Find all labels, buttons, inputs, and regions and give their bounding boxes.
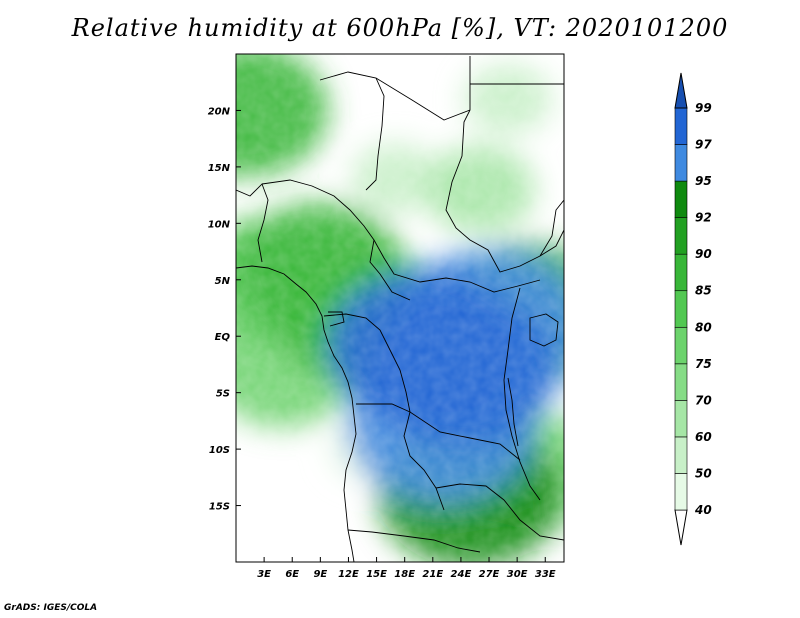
coastline-west [236,265,357,562]
border-niger-chad [365,77,385,191]
x-tick-label: 15E [366,569,387,580]
x-tick-label: 3E [257,569,271,580]
x-tick-label: 9E [313,569,327,580]
colorbar-swatch [674,253,688,292]
y-tick-label: EQ [215,332,231,343]
colorbar-swatch [674,473,688,511]
border-zambia-south [435,483,564,541]
colorbar-label: 99 [695,101,712,115]
colorbar-above-triangle [674,72,688,109]
x-axis: 3E 6E 9E 12E 15E 18E 21E 24E 27E 30E 33E [257,557,556,580]
plot-frame [235,53,565,563]
colorbar-label: 97 [695,138,712,152]
colorbar-swatch [674,363,688,401]
border-westafrica [236,183,269,263]
map-title: Relative humidity at 600hPa [%], VT: 202… [71,14,729,42]
colorbar-swatch [674,326,688,365]
colorbar-swatch [674,107,688,145]
border-angola-zambia [356,403,521,461]
colorbar-label: 92 [695,211,712,225]
country-borders [236,56,564,562]
y-tick-label: 15S [209,502,230,513]
x-tick-label: 12E [338,569,359,580]
plot-area [235,53,565,563]
colorbar-below-triangle [674,509,688,546]
border-angola-namibia [347,529,481,553]
y-tick-label: 10N [208,219,231,230]
y-tick-label: 15N [208,163,231,174]
colorbar-label: 70 [695,393,712,407]
y-tick-label: 10S [209,445,230,456]
border-congo-drc [323,313,445,511]
colorbar-swatch [674,290,688,328]
x-tick-label: 33E [535,569,556,580]
colorbar-label: 80 [695,320,712,334]
credit-label: GrADS: IGES/COLA [4,603,98,613]
colorbar-label: 40 [694,503,712,517]
colorbar: 40 50 60 70 75 80 85 90 92 95 97 99 [674,72,712,546]
colorbar-label: 60 [695,430,712,444]
colorbar-swatch [674,400,688,438]
colorbar-swatch [674,436,688,474]
colorbar-label: 75 [695,357,712,371]
y-tick-label: 20N [208,106,231,117]
x-tick-label: 21E [422,569,443,580]
x-tick-label: 27E [479,569,500,580]
border-ethiopia [539,199,564,257]
y-tick-label: 5N [215,276,231,287]
border-nigeria-cameroon [261,179,411,301]
colorbar-swatch [674,144,688,182]
y-tick-label: 5S [216,389,230,400]
colorbar-label: 90 [695,247,712,261]
y-axis: 20N 15N 10N 5N EQ 5S 10S 15S [208,106,241,513]
x-tick-label: 6E [285,569,299,580]
colorbar-label: 95 [695,174,712,188]
colorbar-swatch [674,180,688,218]
x-tick-label: 24E [451,569,472,580]
lake-tanganyika [507,377,519,447]
field-texture [236,54,564,562]
border-car [373,239,541,293]
border-drc-east [503,287,541,501]
x-tick-label: 30E [507,569,528,580]
border-gabon [328,311,345,327]
lake-victoria [529,313,559,347]
colorbar-swatch [674,217,688,255]
colorbar-label: 50 [695,466,712,480]
colorbar-label: 85 [695,284,712,298]
x-tick-label: 18E [394,569,415,580]
